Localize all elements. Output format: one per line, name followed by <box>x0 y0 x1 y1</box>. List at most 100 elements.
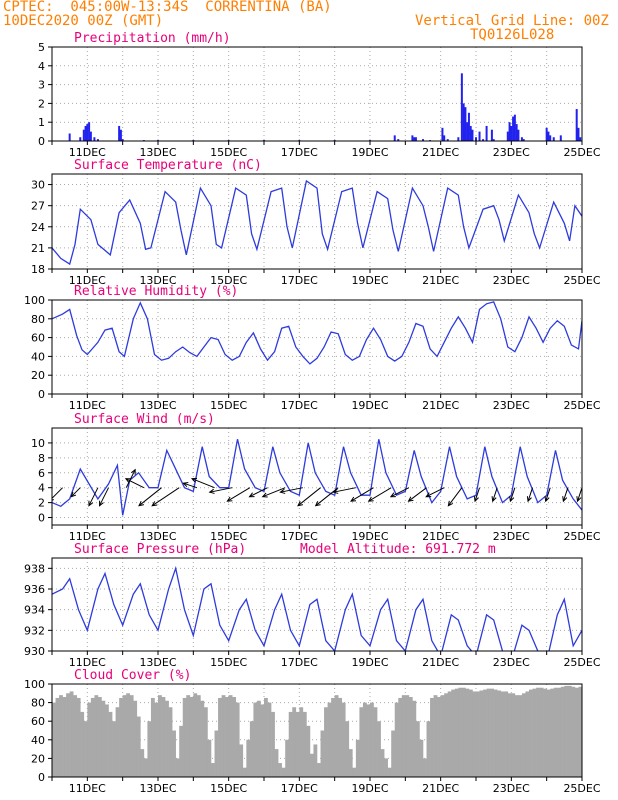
cloud-bar <box>193 693 198 777</box>
precip-bar <box>466 122 469 141</box>
cloud-bar <box>490 688 494 777</box>
wind-vector-head <box>526 496 532 503</box>
wind-vector <box>70 487 81 498</box>
panel-precip: Precipitation (mm/h) 0 1 2 3 4 5 11DEC 13DEC 15DE… <box>38 31 601 159</box>
x-tick-label: 21DEC <box>422 530 459 543</box>
precip-bar <box>86 124 89 141</box>
cloud-bar <box>405 695 410 777</box>
series-line-temp <box>52 179 582 266</box>
wind-vector <box>407 487 427 502</box>
wind-vector-head <box>491 496 497 503</box>
precip-bar <box>485 125 488 141</box>
y-tick-label: 80 <box>31 313 45 326</box>
cloud-bar <box>161 697 166 777</box>
wind-vector-head <box>473 496 479 503</box>
wind-vector-shaft <box>125 478 145 489</box>
wind-vector-shaft <box>408 487 427 502</box>
cloud-bar <box>168 707 173 777</box>
cloud-bar <box>235 702 240 777</box>
x-tick-label: 25DEC <box>563 656 600 669</box>
grid-rh <box>52 300 582 394</box>
cloud-bar <box>179 725 184 777</box>
cloud-bar <box>211 763 215 777</box>
cloud-bar <box>172 730 176 777</box>
y-tick-label: 100 <box>24 678 45 691</box>
cloud-bar <box>253 702 258 777</box>
cloud-bar <box>546 689 551 777</box>
wind-vector <box>208 487 233 494</box>
x-tick-label: 19DEC <box>351 782 388 795</box>
grid-temp <box>52 174 582 269</box>
cloud-bar <box>112 721 116 777</box>
cloud-bar <box>338 697 343 777</box>
cloud-bar <box>334 695 339 777</box>
cloud-bar <box>154 702 159 777</box>
panel-title-rh: Relative Humidity (%) <box>74 284 238 299</box>
cloud-bar <box>62 697 67 777</box>
cloud-bar <box>582 686 586 777</box>
x-tick-label: 25DEC <box>563 399 600 412</box>
y-tick-label: 932 <box>24 624 45 637</box>
cloud-bar <box>129 695 134 777</box>
panel-title-temp: Surface Temperature (nC) <box>74 158 262 173</box>
cloud-bar <box>362 702 367 777</box>
cloud-bar <box>497 690 502 777</box>
wind-vector <box>491 487 498 503</box>
wind-vector-head <box>279 488 286 494</box>
precip-bar <box>89 131 92 141</box>
frame-precip <box>51 46 583 142</box>
y-tick-label: 60 <box>31 332 45 345</box>
wind-vector <box>279 487 303 494</box>
cloud-bar <box>426 721 431 777</box>
frame-temp <box>51 173 583 270</box>
cloud-bar <box>536 687 540 777</box>
cloud-bar <box>165 700 169 777</box>
wind-vector-head <box>99 500 104 507</box>
header-model-id: TQ0126L028 <box>470 27 555 43</box>
wind-vector-head <box>226 496 233 502</box>
precip-bar <box>411 135 414 141</box>
cloud-bar <box>221 695 226 777</box>
x-tick-label: 23DEC <box>493 146 530 159</box>
frame-cloud <box>51 683 583 778</box>
wind-vector <box>367 487 392 502</box>
cloud-bar <box>317 763 321 777</box>
precip-bar <box>515 124 518 141</box>
cloud-bar <box>359 707 364 777</box>
wind-vector <box>52 487 63 501</box>
precip-bar <box>559 135 562 141</box>
cloud-bar <box>158 695 162 777</box>
cloud-bar <box>203 707 208 777</box>
wind-vector-shaft <box>562 487 569 502</box>
cloud-bar <box>246 739 251 777</box>
wind-vector-shaft <box>138 487 162 507</box>
plot-wind <box>52 439 582 516</box>
precip-bar <box>441 127 444 141</box>
precip-bar <box>469 125 472 141</box>
wind-vector-head <box>314 500 321 507</box>
cloud-bar <box>557 687 562 777</box>
wind-vector-head <box>88 500 94 507</box>
cloud-bar <box>105 704 109 777</box>
wind-vector-shaft <box>262 487 286 498</box>
cloud-bar <box>440 695 445 777</box>
cloud-bar <box>521 693 526 777</box>
cloud-bar <box>373 707 378 777</box>
precip-bar <box>492 139 495 141</box>
wind-vector <box>124 478 145 489</box>
precip-bar <box>467 112 470 141</box>
cloud-bar <box>514 695 519 777</box>
wind-vector <box>182 482 198 489</box>
x-tick-label: 23DEC <box>493 782 530 795</box>
x-tick-label: 15DEC <box>210 274 247 287</box>
precip-bar <box>575 109 578 141</box>
cloud-bar <box>394 702 399 777</box>
wind-vector-shaft <box>390 487 410 498</box>
cloud-bar <box>186 695 191 777</box>
x-tick-label: 23DEC <box>493 530 530 543</box>
precip-bar <box>549 135 552 141</box>
x-tick-label: 11DEC <box>69 399 106 412</box>
cloud-bar <box>232 697 237 777</box>
cloud-bar <box>408 697 413 777</box>
wind-vector <box>332 487 356 494</box>
